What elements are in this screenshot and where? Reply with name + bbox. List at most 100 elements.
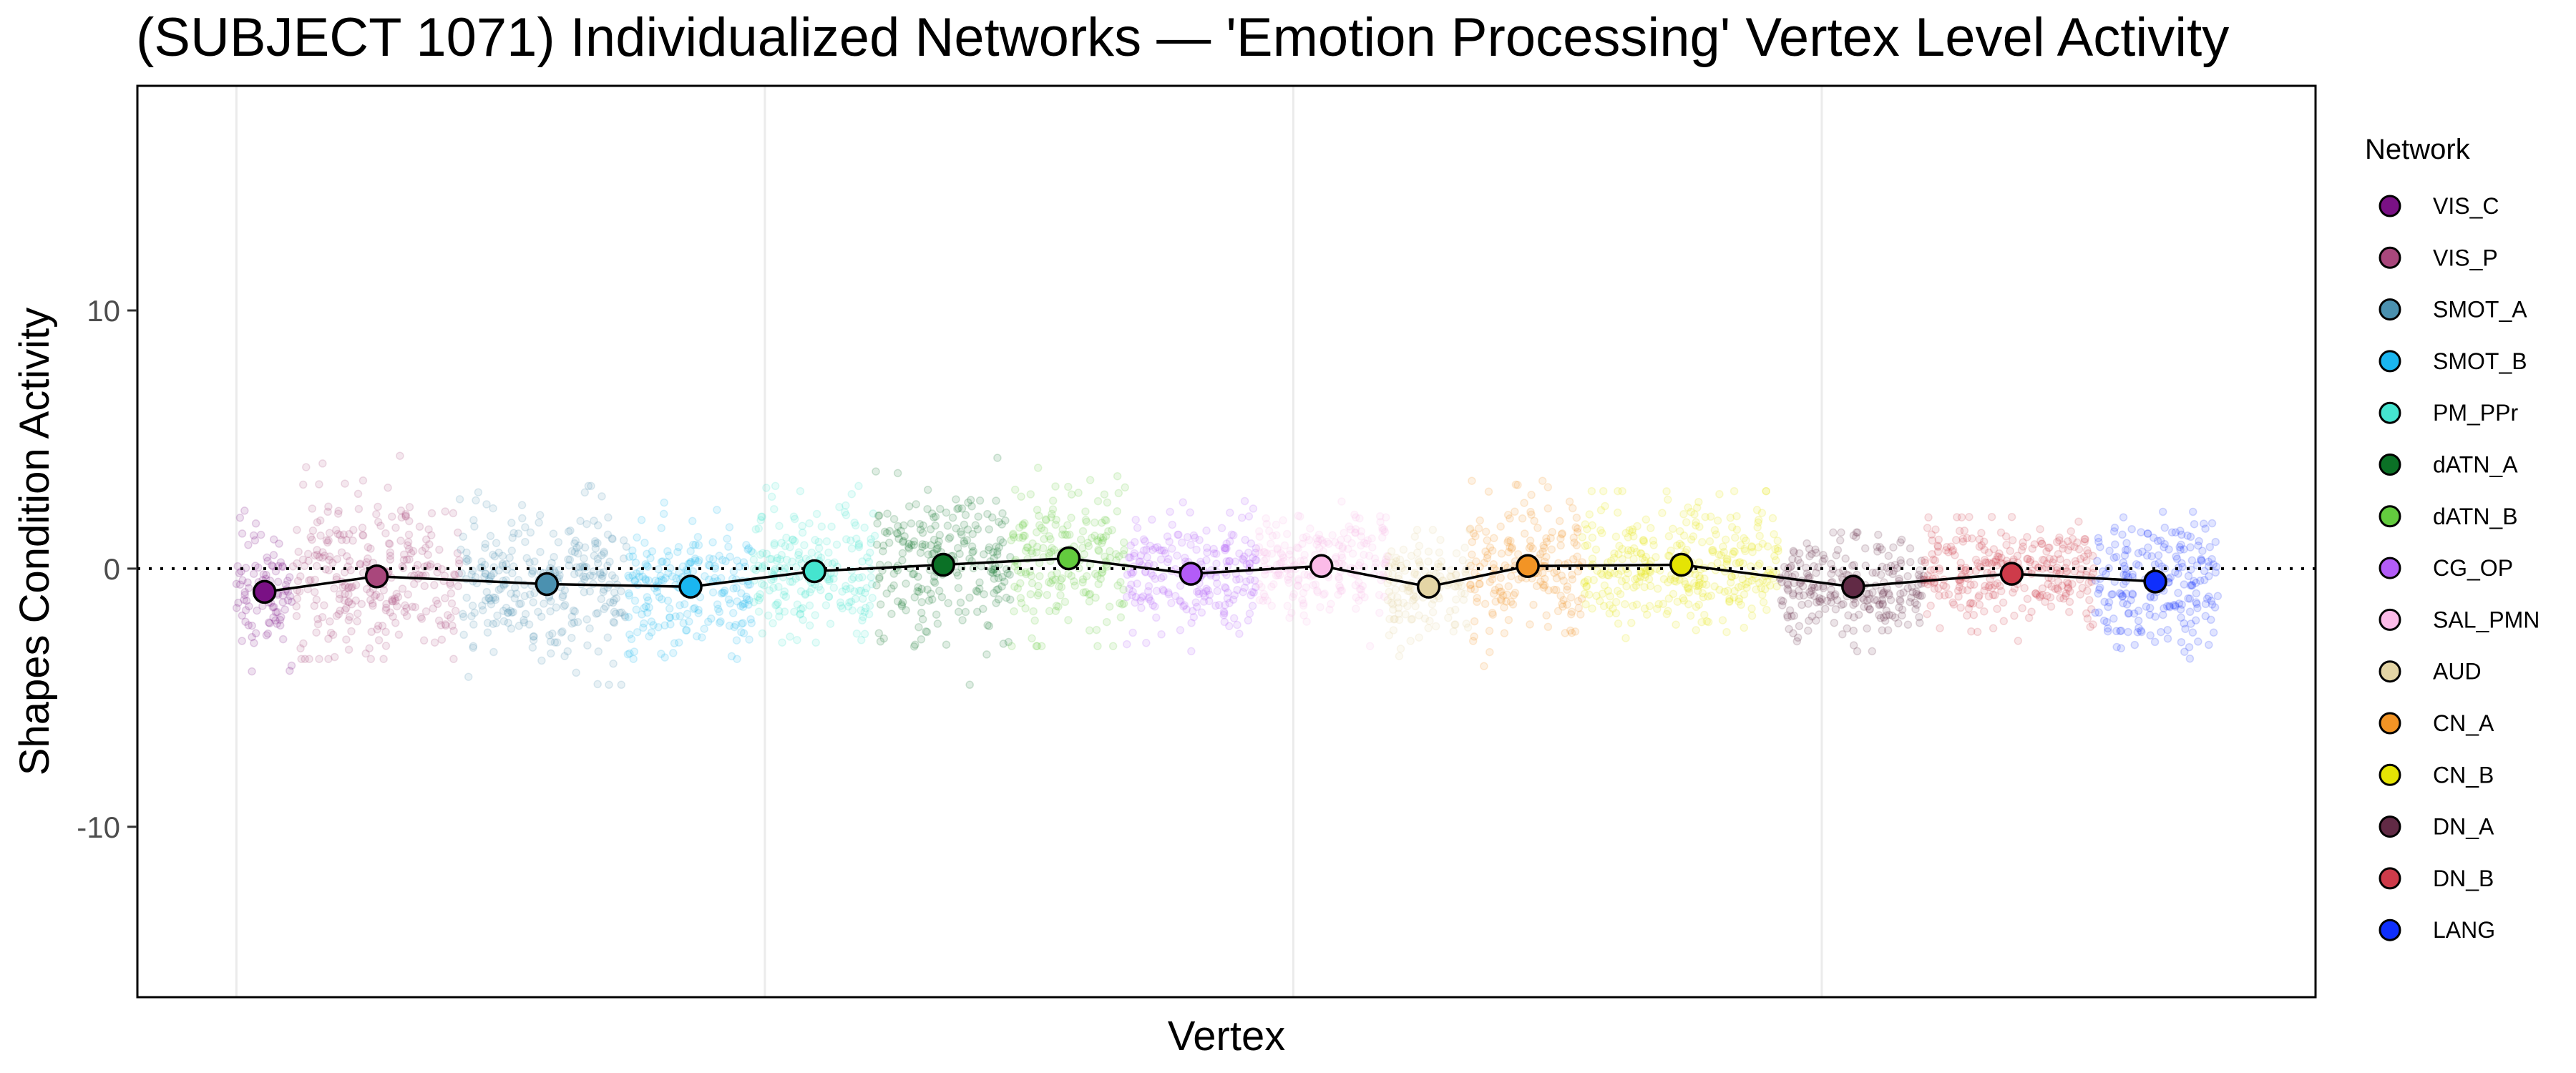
scatter-point: [1664, 531, 1674, 541]
scatter-point: [731, 620, 740, 629]
scatter-point: [293, 594, 302, 603]
scatter-point: [326, 617, 334, 626]
scatter-point: [1337, 586, 1347, 595]
scatter-point: [1136, 551, 1146, 560]
scatter-point: [248, 632, 256, 642]
scatter-point: [1099, 534, 1108, 542]
scatter-point: [580, 575, 589, 584]
scatter-point: [1163, 532, 1172, 541]
scatter-point: [797, 559, 806, 568]
scatter-point: [374, 622, 383, 630]
scatter-point: [1395, 652, 1404, 660]
scatter-point: [1424, 557, 1433, 566]
scatter-point: [918, 540, 927, 549]
scatter-point: [1566, 626, 1575, 635]
scatter-point: [781, 564, 789, 572]
scatter-point: [980, 589, 988, 599]
scatter-point: [794, 548, 804, 557]
scatter-point: [1311, 580, 1320, 589]
scatter-point: [1707, 592, 1716, 600]
scatter-point: [593, 680, 602, 689]
scatter-point: [1485, 647, 1494, 657]
scatter-point: [421, 535, 431, 544]
scatter-point: [1128, 568, 1138, 577]
scatter-point: [349, 526, 358, 534]
scatter-point: [1821, 604, 1830, 613]
scatter-point: [1280, 541, 1289, 550]
scatter-point: [1063, 531, 1072, 539]
scatter-point: [1294, 511, 1303, 520]
mean-point-cn-b: [1669, 552, 1694, 577]
scatter-point: [594, 647, 603, 656]
scatter-point: [1975, 600, 1984, 609]
scatter-point: [1559, 577, 1568, 585]
scatter-point: [619, 554, 628, 563]
scatter-point: [1156, 546, 1164, 554]
scatter-point: [942, 508, 951, 517]
scatter-point: [2132, 560, 2141, 569]
scatter-point: [2194, 637, 2202, 646]
scatter-point: [2023, 594, 2032, 604]
scatter-point: [1091, 593, 1100, 602]
scatter-point: [932, 610, 941, 619]
scatter-point: [899, 536, 908, 545]
scatter-point: [1051, 520, 1060, 529]
scatter-point: [1692, 602, 1701, 612]
scatter-point: [1811, 545, 1820, 554]
scatter-point: [1108, 642, 1118, 650]
scatter-point: [954, 584, 963, 592]
scatter-point: [936, 504, 945, 514]
scatter-point: [806, 588, 814, 597]
scatter-point: [1019, 531, 1028, 540]
legend-label: DN_B: [2433, 866, 2494, 891]
scatter-point: [2118, 592, 2127, 601]
scatter-point: [1034, 589, 1043, 597]
scatter-point: [1008, 642, 1016, 650]
scatter-point: [610, 618, 619, 627]
scatter-point: [1277, 558, 1286, 567]
scatter-point: [362, 558, 371, 567]
scatter-point: [1362, 539, 1371, 548]
scatter-point: [873, 519, 882, 528]
scatter-point: [1659, 599, 1668, 609]
scatter-point: [1826, 593, 1835, 602]
scatter-point: [1085, 626, 1094, 635]
scatter-point: [1093, 536, 1102, 544]
scatter-point: [1810, 592, 1819, 600]
scatter-point: [1268, 531, 1277, 540]
scatter-point: [745, 596, 753, 604]
scatter-point: [762, 484, 771, 492]
scatter-point: [1319, 547, 1328, 556]
scatter-point: [1336, 583, 1345, 592]
scatter-point: [1272, 571, 1281, 580]
scatter-point: [1799, 591, 1808, 600]
scatter-point: [625, 573, 634, 582]
scatter-point: [867, 573, 875, 582]
scatter-point: [743, 545, 752, 554]
scatter-point: [1641, 515, 1651, 524]
scatter-point: [358, 531, 367, 539]
scatter-point: [2123, 546, 2132, 554]
mean-point-dn-b: [1999, 562, 2024, 586]
scatter-point: [347, 583, 356, 592]
scatter-point: [1026, 490, 1035, 499]
scatter-point: [2207, 519, 2217, 528]
scatter-point: [599, 587, 608, 597]
scatter-point: [1016, 594, 1025, 602]
scatter-point: [506, 607, 515, 615]
scatter-point: [1483, 536, 1491, 545]
scatter-point: [1082, 572, 1091, 581]
scatter-point: [308, 535, 316, 544]
scatter-point: [470, 522, 479, 531]
scatter-point: [767, 492, 776, 501]
scatter-point: [573, 617, 582, 627]
scatter-point: [1151, 602, 1159, 611]
scatter-point: [2031, 589, 2040, 598]
scatter-point: [1428, 526, 1438, 534]
scatter-point: [1571, 523, 1580, 532]
scatter-point: [1402, 559, 1411, 568]
scatter-point: [458, 609, 467, 619]
scatter-point: [921, 541, 930, 549]
scatter-point: [1040, 526, 1049, 535]
scatter-point: [2091, 608, 2099, 617]
